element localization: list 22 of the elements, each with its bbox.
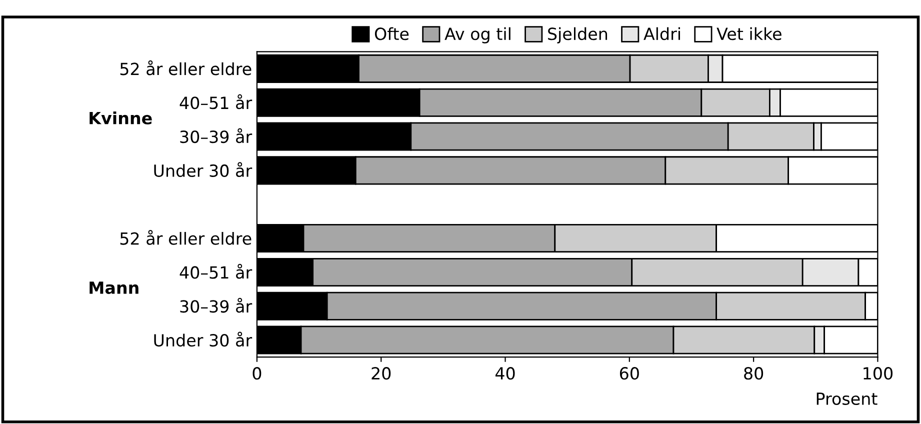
legend-label: Vet ikke bbox=[716, 27, 782, 40]
x-axis-title: Prosent bbox=[816, 392, 878, 406]
y-tick-label: Under 30 år bbox=[154, 162, 252, 178]
y-tick-label: 30–39 år bbox=[180, 128, 252, 144]
y-tick-label: 30–39 år bbox=[180, 298, 252, 313]
y-tick-label: 52 år eller eldre bbox=[120, 60, 252, 76]
y-tick-label: 52 år eller eldre bbox=[120, 230, 252, 245]
y-tick-label: 40–51 år bbox=[180, 94, 252, 110]
x-tick-label: 100 bbox=[864, 367, 893, 380]
legend-label: Ofte bbox=[374, 27, 409, 40]
legend-label: Av og til bbox=[444, 27, 510, 44]
x-tick-label: 20 bbox=[372, 367, 391, 380]
text: Mann bbox=[90, 282, 138, 294]
x-tick-label: 40 bbox=[495, 367, 515, 380]
x-tick-label: 60 bbox=[620, 367, 639, 380]
x-tick-label: 80 bbox=[744, 367, 764, 380]
legend-label: Aldri bbox=[644, 27, 680, 40]
x-tick-label: 0 bbox=[252, 367, 262, 380]
y-tick-label: Under 30 år bbox=[154, 332, 252, 347]
y-tick-label: 40–51 år bbox=[180, 264, 252, 279]
legend-label: Sjelden bbox=[548, 27, 608, 44]
text: Kvinne bbox=[90, 112, 152, 124]
